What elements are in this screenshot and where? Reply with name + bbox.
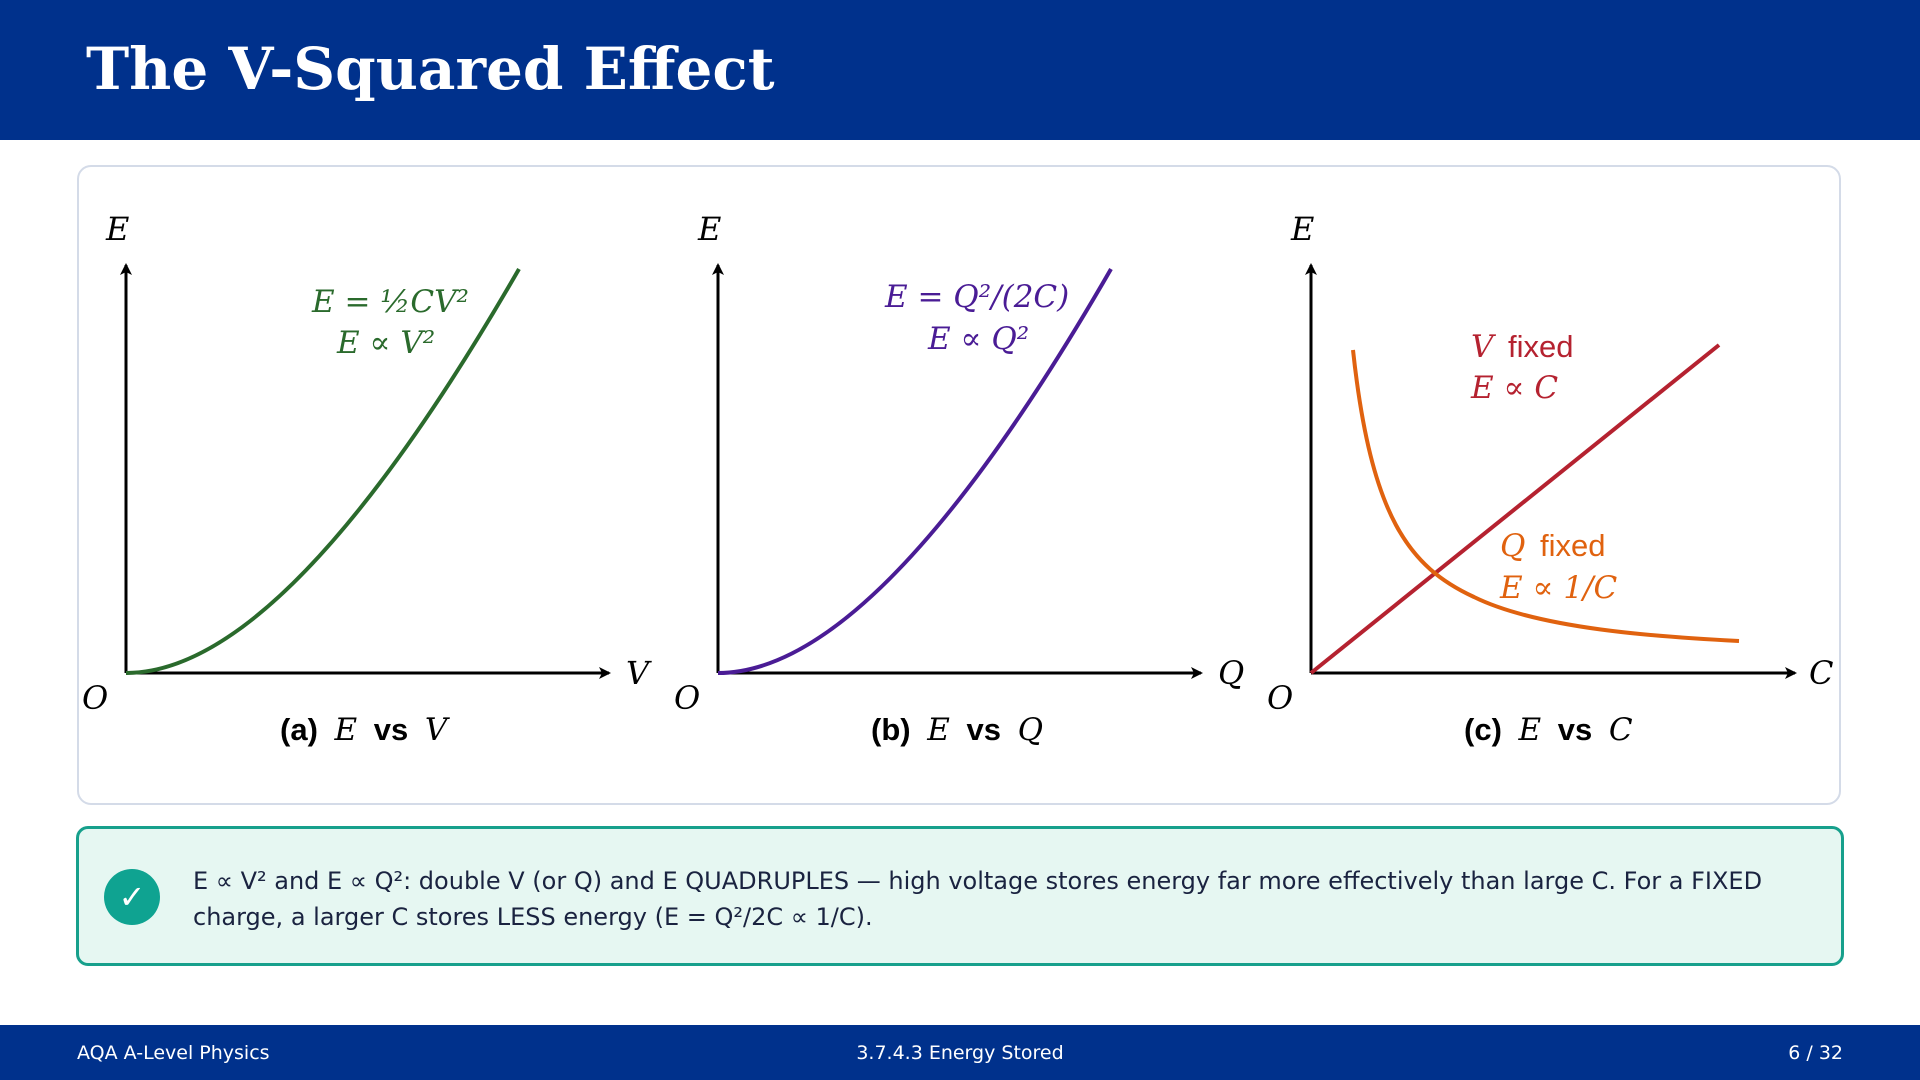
panel-c-caption-var2: C	[1609, 712, 1633, 748]
panel-c-caption-vs: vs	[1558, 712, 1592, 747]
panel-b-origin: O	[674, 679, 700, 717]
page-number: 6 / 32	[1788, 1042, 1843, 1064]
panel-a-curve	[125, 268, 521, 675]
key-point-callout: ✓ E ∝ V² and E ∝ Q²: double V (or Q) and…	[76, 826, 1844, 966]
panel-c-x-label: C	[1809, 654, 1833, 692]
panel-b-caption-var2: Q	[1018, 712, 1043, 748]
panel-c-v-fixed-relation: E ∝ C	[1470, 370, 1558, 406]
panel-c-q-fixed-curve	[1351, 349, 1740, 643]
key-point-text: E ∝ V² and E ∝ Q²: double V (or Q) and E…	[193, 867, 1763, 931]
panel-c-q-fixed-relation: E ∝ 1/C	[1499, 570, 1617, 606]
slide-title: The V-Squared Effect	[86, 35, 775, 103]
footer-bar: AQA A-Level Physics 3.7.4.3 Energy Store…	[0, 1025, 1920, 1080]
panel-c-origin: O	[1267, 679, 1293, 717]
panel-b-y-label: E	[697, 210, 721, 248]
panel-a-origin: O	[82, 679, 108, 717]
header-bar: The V-Squared Effect	[0, 0, 1920, 140]
panel-a-caption-var2: V	[425, 712, 451, 748]
panel-b-curve	[717, 268, 1113, 675]
check-icon: ✓	[104, 869, 160, 925]
panel-a-caption-tag: (a)	[280, 712, 318, 747]
panel-c-v-fixed-label: V fixed	[1471, 329, 1574, 365]
panel-c-q-fixed-label: Q fixed	[1500, 528, 1606, 564]
panel-b-x-label: Q	[1218, 654, 1244, 692]
panel-c-caption-tag: (c)	[1464, 712, 1502, 747]
panel-b: E Q O E = Q²/(2C) E ∝ Q² (b) E vs Q	[674, 210, 1244, 748]
panel-c-caption: (c) E vs C	[1464, 712, 1633, 748]
panel-b-proportionality: E ∝ Q²	[927, 321, 1029, 357]
panel-c-v-fixed-line	[1309, 343, 1721, 675]
panel-a-y-label: E	[105, 210, 129, 248]
panel-a-equation: E = ½CV²	[311, 284, 469, 320]
panel-c-v-fixed-word: fixed	[1508, 329, 1573, 364]
panel-a-x-label: V	[626, 654, 652, 692]
panel-c-q-fixed-var: Q	[1500, 528, 1525, 564]
panel-c-q-fixed-word: fixed	[1540, 528, 1605, 563]
panel-b-equation: E = Q²/(2C)	[884, 279, 1069, 315]
panel-a-caption: (a) E vs V	[280, 712, 451, 748]
panel-a-proportionality: E ∝ V²	[336, 325, 435, 361]
panel-b-caption: (b) E vs Q	[871, 712, 1043, 748]
panel-c-caption-var1: E	[1518, 712, 1542, 748]
panel-a-caption-vs: vs	[374, 712, 408, 747]
panel-a: E V O E = ½CV² E ∝ V² (a) E vs V	[82, 210, 652, 748]
panel-b-caption-vs: vs	[966, 712, 1000, 747]
footer-course: AQA A-Level Physics	[77, 1042, 270, 1064]
footer-section: 3.7.4.3 Energy Stored	[856, 1042, 1064, 1064]
panel-c: E C O V fixed E ∝ C Q fixed E ∝ 1/C (c) …	[1267, 210, 1833, 748]
figure-svg: E V O E = ½CV² E ∝ V² (a) E vs V E Q O E…	[82, 210, 1833, 748]
panel-c-y-label: E	[1290, 210, 1314, 248]
panel-b-caption-tag: (b)	[871, 712, 911, 747]
panel-a-caption-var1: E	[334, 712, 358, 748]
panel-c-v-fixed-var: V	[1471, 329, 1497, 365]
panel-b-caption-var1: E	[926, 712, 950, 748]
figure-card: E V O E = ½CV² E ∝ V² (a) E vs V E Q O E…	[77, 165, 1841, 805]
